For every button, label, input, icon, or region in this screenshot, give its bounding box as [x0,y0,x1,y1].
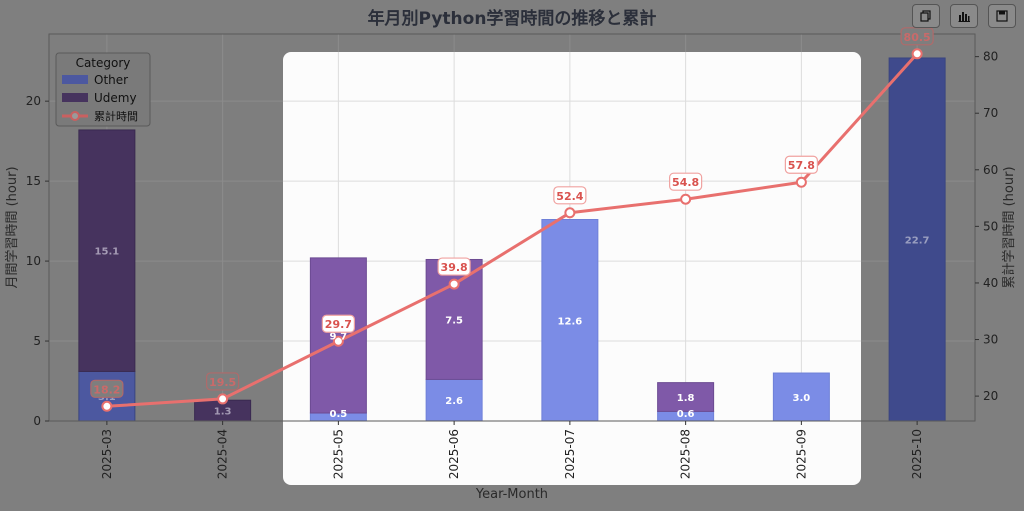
bar-label-other: 0.5 [330,409,348,420]
svg-text:80.5: 80.5 [904,31,931,44]
bar-label-other: 22.7 [905,235,930,246]
cumulative-line [106,52,919,408]
x-tick-label: 2025-09 [794,429,808,479]
bar-label-udemy: 9.7 [330,331,348,342]
bar-label-other: 2.6 [445,396,463,407]
svg-text:57.8: 57.8 [788,159,815,172]
cumulative-point [332,335,344,347]
cumulative-point [680,193,692,205]
y-axis-label: 月間学習時間 (hour) [4,166,20,288]
y2-tick-label: 20 [983,389,998,403]
cumulative-label: 18.2 [90,379,124,398]
save-icon [996,10,1008,22]
x-tick-label: 2025-03 [100,429,114,479]
cumulative-point [217,393,229,405]
y2-tick-label: 80 [983,50,998,64]
bar-other [772,372,830,422]
cumulative-point [564,207,576,219]
cumulative-label: 52.4 [553,186,587,205]
x-axis-label: Year-Month [475,487,548,502]
y2-tick-label: 70 [983,106,998,120]
y-tick-label: 10 [26,254,41,268]
svg-text:18.2: 18.2 [93,383,120,396]
svg-text:19.5: 19.5 [209,376,236,389]
y2-tick-label: 40 [983,276,998,290]
y2-tick-label: 30 [983,333,998,347]
cumulative-label: 57.8 [784,155,818,174]
chart-title: 年月別Python学習時間の推移と累計 [368,8,657,29]
legend-marker [70,111,80,121]
x-tick-label: 2025-08 [679,429,693,479]
cumulative-point [101,400,113,412]
x-tick-label: 2025-04 [216,429,230,479]
bar-chart-icon [958,10,970,22]
svg-text:54.8: 54.8 [672,176,699,189]
bar-udemy [657,382,715,412]
cumulative-label: 54.8 [669,172,703,191]
bar-label-other: 0.6 [677,409,695,420]
bar-label-udemy: 7.5 [445,315,463,326]
bar-other [425,378,483,422]
y-tick-label: 5 [33,334,41,348]
bar-other [888,57,946,422]
svg-text:29.7: 29.7 [325,318,352,331]
legend-label: Udemy [94,91,137,105]
chart-view-button[interactable] [950,4,978,28]
legend-label: 累計時間 [94,109,138,123]
x-tick-label: 2025-06 [447,429,461,479]
chart-toolbar [912,4,1016,28]
bar-label-other: 12.6 [558,316,583,327]
cumulative-point [795,176,807,188]
legend-swatch [62,75,88,84]
bar-udemy [309,257,367,414]
copy-icon [920,10,932,22]
y-tick-label: 20 [26,94,41,108]
cumulative-label: 39.8 [437,257,471,276]
legend-swatch [62,93,88,102]
cumulative-point [448,278,460,290]
bar-label-other: 3.0 [793,393,811,404]
cumulative-label: 80.5 [900,27,934,46]
x-tick-label: 2025-10 [910,429,924,479]
cumulative-label: 29.7 [321,314,355,333]
y2-tick-label: 50 [983,219,998,233]
axes-frame [48,33,976,422]
y-tick-label: 15 [26,174,41,188]
x-tick-label: 2025-07 [563,429,577,479]
x-tick-label: 2025-05 [331,429,345,479]
y-tick-label: 0 [33,414,41,428]
svg-text:52.4: 52.4 [556,190,583,203]
bar-label-udemy: 1.3 [214,407,232,418]
legend-box [55,52,151,127]
legend-label: Other [94,73,128,87]
bar-other [541,219,599,422]
bar-label-udemy: 1.8 [677,393,695,404]
legend-title: Category [76,56,131,70]
bar-udemy [78,129,136,372]
y2-axis-label: 累計学習時間 (hour) [1001,166,1017,288]
copy-button[interactable] [912,4,940,28]
cumulative-label: 19.5 [206,372,240,391]
bar-label-udemy: 15.1 [95,247,120,258]
y2-tick-label: 60 [983,163,998,177]
save-button[interactable] [988,4,1016,28]
cumulative-point [911,48,923,60]
svg-text:39.8: 39.8 [441,261,468,274]
